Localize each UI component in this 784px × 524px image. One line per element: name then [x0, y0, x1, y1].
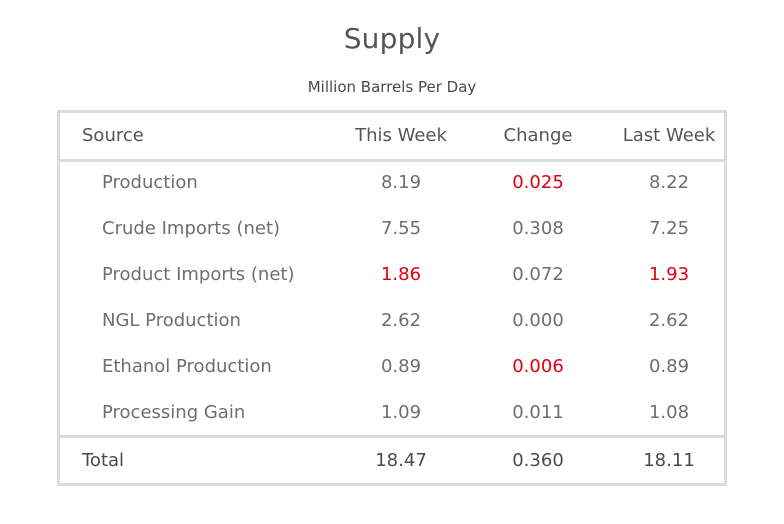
row-this-week: 2.62 — [380, 310, 422, 331]
row-this-week: 1.86 — [380, 264, 422, 285]
column-header-change: Change — [503, 125, 573, 146]
total-label: Total — [82, 450, 125, 471]
row-change: 0.006 — [512, 356, 564, 377]
total-this-week: 18.47 — [375, 450, 427, 471]
column-header-source: Source — [82, 125, 144, 146]
row-change: 0.025 — [512, 172, 564, 193]
row-last-week: 8.22 — [648, 172, 690, 193]
table-row: NGL Production 2.62 0.000 2.62 — [60, 300, 724, 346]
table-row: Product Imports (net) 1.86 0.072 1.93 — [60, 254, 724, 300]
row-change: 0.011 — [512, 402, 564, 423]
row-last-week: 1.08 — [648, 402, 690, 423]
row-change: 0.072 — [512, 264, 564, 285]
row-this-week: 8.19 — [380, 172, 422, 193]
row-source: Processing Gain — [102, 402, 246, 423]
row-this-week: 0.89 — [380, 356, 422, 377]
table-header-row: Source This Week Change Last Week — [60, 113, 724, 162]
row-last-week: 0.89 — [648, 356, 690, 377]
row-source: Product Imports (net) — [102, 264, 295, 285]
row-last-week: 1.93 — [648, 264, 690, 285]
row-source: Ethanol Production — [102, 356, 272, 377]
row-source: Crude Imports (net) — [102, 218, 281, 239]
column-header-last-week: Last Week — [622, 125, 716, 146]
row-this-week: 1.09 — [380, 402, 422, 423]
table-total-row: Total 18.47 0.360 18.11 — [60, 435, 724, 484]
row-last-week: 7.25 — [648, 218, 690, 239]
table-row: Production 8.19 0.025 8.22 — [60, 162, 724, 208]
supply-table: Source This Week Change Last Week Produc… — [57, 110, 727, 486]
row-this-week: 7.55 — [380, 218, 422, 239]
page-subtitle: Million Barrels Per Day — [307, 78, 477, 96]
table-row: Crude Imports (net) 7.55 0.308 7.25 — [60, 208, 724, 254]
column-header-this-week: This Week — [355, 125, 447, 146]
table-row: Processing Gain 1.09 0.011 1.08 — [60, 392, 724, 438]
page-title: Supply — [343, 22, 441, 55]
row-last-week: 2.62 — [648, 310, 690, 331]
row-source: Production — [102, 172, 198, 193]
row-source: NGL Production — [102, 310, 241, 331]
row-change: 0.308 — [512, 218, 564, 239]
total-change: 0.360 — [512, 450, 564, 471]
total-last-week: 18.11 — [643, 450, 695, 471]
table-row: Ethanol Production 0.89 0.006 0.89 — [60, 346, 724, 392]
row-change: 0.000 — [512, 310, 564, 331]
